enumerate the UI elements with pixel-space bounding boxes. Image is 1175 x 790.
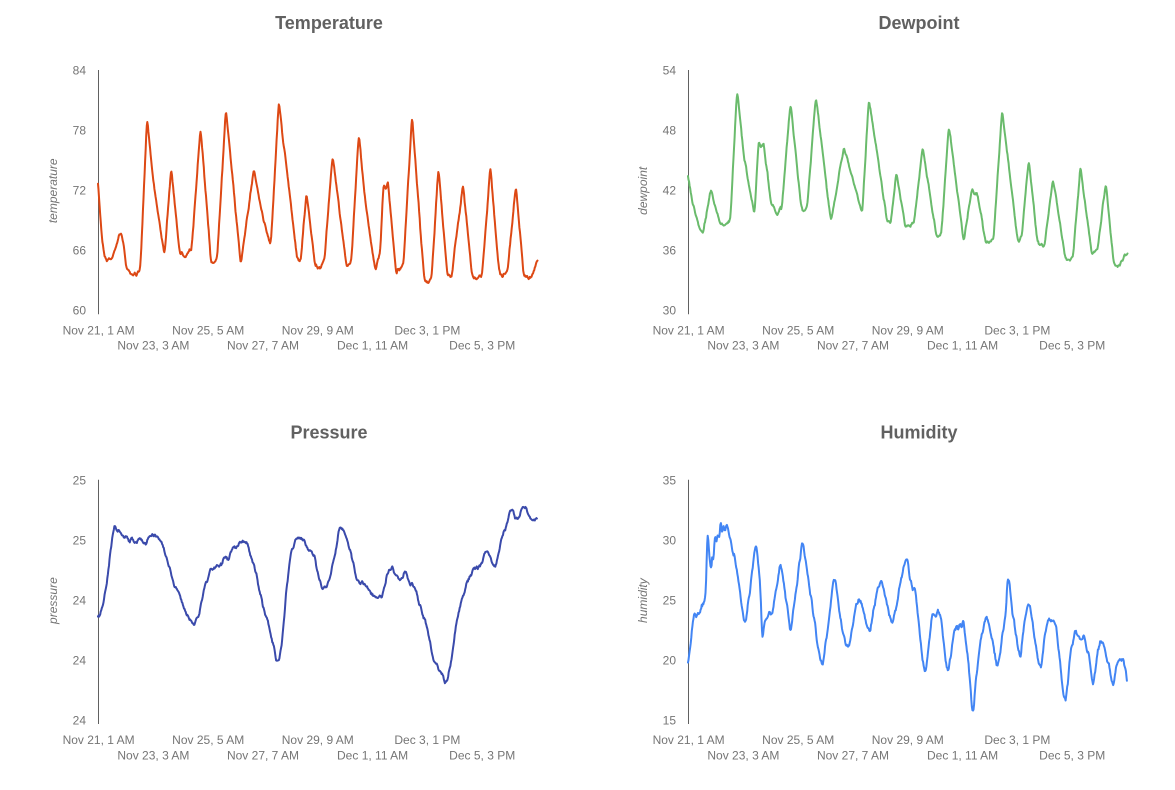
svg-text:temperature: temperature <box>46 158 60 223</box>
svg-text:24: 24 <box>73 654 87 668</box>
svg-text:Dec 1, 11 AM: Dec 1, 11 AM <box>927 339 998 353</box>
svg-text:Temperature: Temperature <box>275 13 383 33</box>
svg-text:24: 24 <box>73 594 87 608</box>
svg-text:Nov 29, 9 AM: Nov 29, 9 AM <box>872 733 944 747</box>
svg-text:Dec 3, 1 PM: Dec 3, 1 PM <box>394 323 460 337</box>
svg-text:Nov 21, 1 AM: Nov 21, 1 AM <box>63 733 135 747</box>
svg-text:66: 66 <box>73 244 87 258</box>
svg-text:Pressure: Pressure <box>290 423 367 443</box>
svg-text:Nov 27, 7 AM: Nov 27, 7 AM <box>817 748 889 762</box>
svg-text:24: 24 <box>73 714 87 728</box>
svg-text:78: 78 <box>73 124 87 138</box>
svg-text:Nov 25, 5 AM: Nov 25, 5 AM <box>762 733 834 747</box>
svg-text:Nov 25, 5 AM: Nov 25, 5 AM <box>172 733 244 747</box>
svg-text:25: 25 <box>73 534 87 548</box>
svg-text:Nov 23, 3 AM: Nov 23, 3 AM <box>117 748 189 762</box>
svg-text:Nov 29, 9 AM: Nov 29, 9 AM <box>282 733 354 747</box>
svg-text:Dec 1, 11 AM: Dec 1, 11 AM <box>337 748 408 762</box>
svg-text:Nov 21, 1 AM: Nov 21, 1 AM <box>63 323 135 337</box>
svg-text:Nov 25, 5 AM: Nov 25, 5 AM <box>172 323 244 337</box>
svg-text:Nov 21, 1 AM: Nov 21, 1 AM <box>653 323 725 337</box>
svg-text:35: 35 <box>663 474 677 488</box>
svg-text:36: 36 <box>663 244 677 258</box>
svg-text:Nov 23, 3 AM: Nov 23, 3 AM <box>707 748 779 762</box>
svg-text:Nov 27, 7 AM: Nov 27, 7 AM <box>227 339 299 353</box>
svg-text:Nov 23, 3 AM: Nov 23, 3 AM <box>117 339 189 353</box>
svg-text:20: 20 <box>663 654 677 668</box>
svg-text:Nov 29, 9 AM: Nov 29, 9 AM <box>872 323 944 337</box>
svg-text:Dec 3, 1 PM: Dec 3, 1 PM <box>394 733 460 747</box>
svg-text:Dec 5, 3 PM: Dec 5, 3 PM <box>449 339 515 353</box>
svg-text:Humidity: Humidity <box>880 423 957 443</box>
svg-text:30: 30 <box>663 304 677 318</box>
svg-text:25: 25 <box>663 594 677 608</box>
svg-text:Nov 21, 1 AM: Nov 21, 1 AM <box>653 733 725 747</box>
svg-text:84: 84 <box>73 64 87 78</box>
svg-text:Dec 5, 3 PM: Dec 5, 3 PM <box>1039 748 1105 762</box>
svg-text:25: 25 <box>73 474 87 488</box>
svg-text:Dec 1, 11 AM: Dec 1, 11 AM <box>927 748 998 762</box>
svg-text:Dec 5, 3 PM: Dec 5, 3 PM <box>1039 339 1105 353</box>
svg-text:Dewpoint: Dewpoint <box>879 13 960 33</box>
svg-text:Nov 27, 7 AM: Nov 27, 7 AM <box>817 339 889 353</box>
svg-text:Dec 3, 1 PM: Dec 3, 1 PM <box>984 323 1050 337</box>
svg-text:pressure: pressure <box>46 577 60 625</box>
svg-text:15: 15 <box>663 714 677 728</box>
svg-text:30: 30 <box>663 534 677 548</box>
svg-text:48: 48 <box>663 124 677 138</box>
svg-text:dewpoint: dewpoint <box>636 166 650 215</box>
svg-text:Dec 1, 11 AM: Dec 1, 11 AM <box>337 339 408 353</box>
svg-text:humidity: humidity <box>636 577 650 623</box>
svg-text:Nov 27, 7 AM: Nov 27, 7 AM <box>227 748 299 762</box>
svg-text:Nov 25, 5 AM: Nov 25, 5 AM <box>762 323 834 337</box>
svg-text:Dec 5, 3 PM: Dec 5, 3 PM <box>449 748 515 762</box>
svg-text:Nov 29, 9 AM: Nov 29, 9 AM <box>282 323 354 337</box>
svg-text:Nov 23, 3 AM: Nov 23, 3 AM <box>707 339 779 353</box>
svg-text:54: 54 <box>663 64 677 78</box>
svg-text:Dec 3, 1 PM: Dec 3, 1 PM <box>984 733 1050 747</box>
svg-text:42: 42 <box>663 184 677 198</box>
svg-text:60: 60 <box>73 304 87 318</box>
svg-text:72: 72 <box>73 184 87 198</box>
